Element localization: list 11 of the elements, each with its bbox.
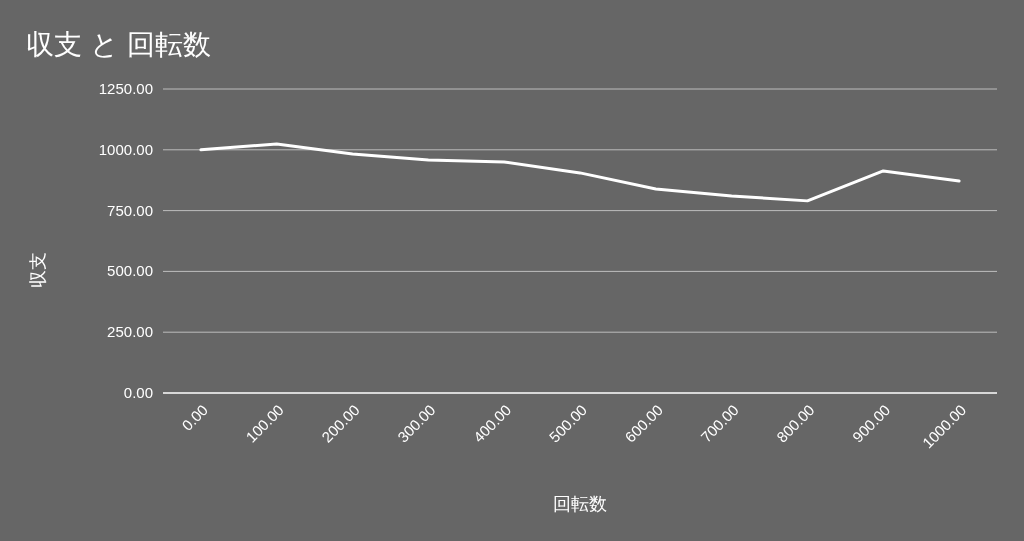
y-tick-label: 1250.00 [98, 80, 153, 97]
y-tick-label: 1000.00 [98, 140, 153, 158]
y-tick-label: 750.00 [107, 201, 153, 219]
x-tick-label: 0.00 [178, 401, 212, 434]
y-tick-label: 0.00 [123, 384, 153, 401]
x-axis-title: 回転数 [553, 494, 607, 514]
y-tick-label: 250.00 [107, 323, 153, 341]
y-tick-label: 500.00 [107, 262, 153, 280]
line-series [199, 142, 961, 203]
y-axis-title: 収支 [28, 252, 48, 288]
chart-title: 収支 と 回転数 [26, 29, 211, 60]
